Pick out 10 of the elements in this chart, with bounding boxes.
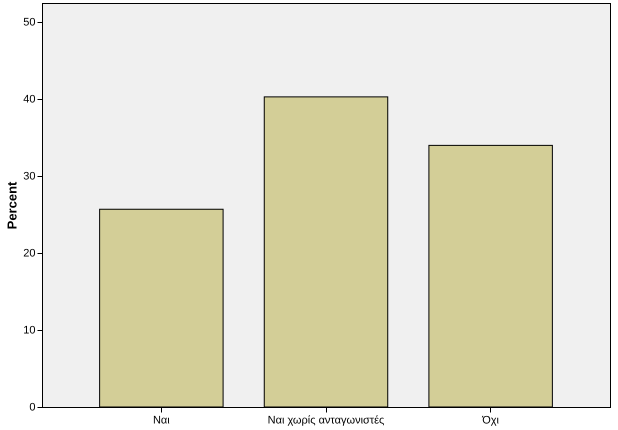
y-tick-label: 10	[23, 324, 36, 337]
y-tick-label: 40	[23, 94, 36, 106]
y-tick-label: 30	[23, 170, 36, 183]
y-axis-title: Percent	[4, 180, 20, 230]
x-tick-label: Όχι	[481, 414, 500, 426]
y-tick-label: 50	[23, 16, 36, 29]
y-tick-label: 20	[23, 248, 36, 260]
x-tick-label: Ναι	[152, 414, 170, 426]
y-tick-label: 0	[29, 402, 36, 414]
x-tick-label: Ναι χωρίς ανταγωνιστές	[268, 414, 384, 426]
